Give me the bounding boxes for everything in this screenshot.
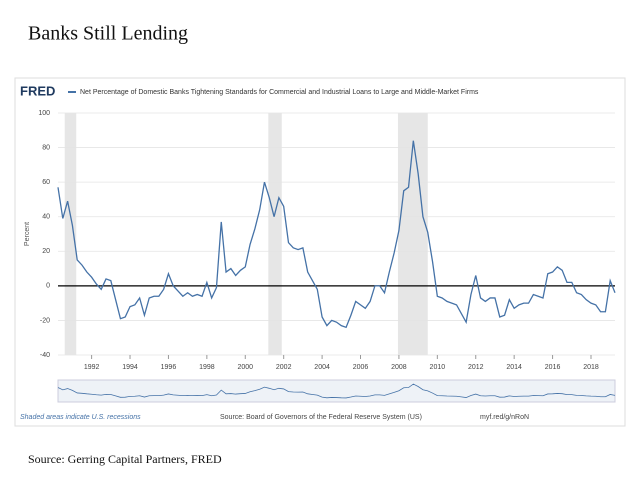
fred-logo: FRED	[20, 83, 55, 98]
x-tick-label: 2016	[545, 364, 561, 371]
y-axis-label: Percent	[24, 222, 31, 246]
x-tick-label: 2012	[468, 364, 484, 371]
x-tick-label: 2004	[314, 364, 330, 371]
y-tick-label: 80	[42, 144, 50, 151]
recession-band	[64, 113, 77, 355]
y-tick-label: -40	[40, 352, 50, 359]
data-line	[57, 140, 616, 329]
navigator-line	[57, 383, 616, 399]
y-tick-label: 0	[46, 283, 50, 290]
y-tick-label: 20	[42, 248, 50, 255]
x-tick-label: 1992	[84, 364, 100, 371]
page-source: Source: Gerring Capital Partners, FRED	[28, 452, 222, 466]
x-tick-label: 2018	[583, 364, 599, 371]
page-title: Banks Still Lending	[28, 23, 188, 45]
x-tick-label: 1996	[161, 364, 177, 371]
recession-band	[397, 113, 428, 355]
navigator	[57, 379, 616, 403]
data-source: Source: Board of Governors of the Federa…	[220, 414, 422, 421]
x-tick-label: 1998	[199, 364, 215, 371]
legend-label: Net Percentage of Domestic Banks Tighten…	[80, 89, 479, 96]
recession-note: Shaded areas indicate U.S. recessions	[20, 414, 141, 421]
fred-panel	[14, 77, 626, 427]
x-tick-label: 2006	[353, 364, 369, 371]
x-tick-label: 2008	[391, 364, 407, 371]
y-tick-label: -20	[40, 317, 50, 324]
y-tick-label: 100	[38, 110, 50, 117]
x-tick-label: 2002	[276, 364, 292, 371]
y-tick-label: 40	[42, 214, 50, 221]
x-tick-label: 2000	[237, 364, 253, 371]
x-tick-label: 1994	[122, 364, 138, 371]
recession-band	[268, 113, 282, 355]
y-tick-label: 60	[42, 179, 50, 186]
short-url: myf.red/g/nRoN	[480, 414, 529, 421]
x-tick-label: 2014	[506, 364, 522, 371]
x-tick-label: 2010	[430, 364, 446, 371]
